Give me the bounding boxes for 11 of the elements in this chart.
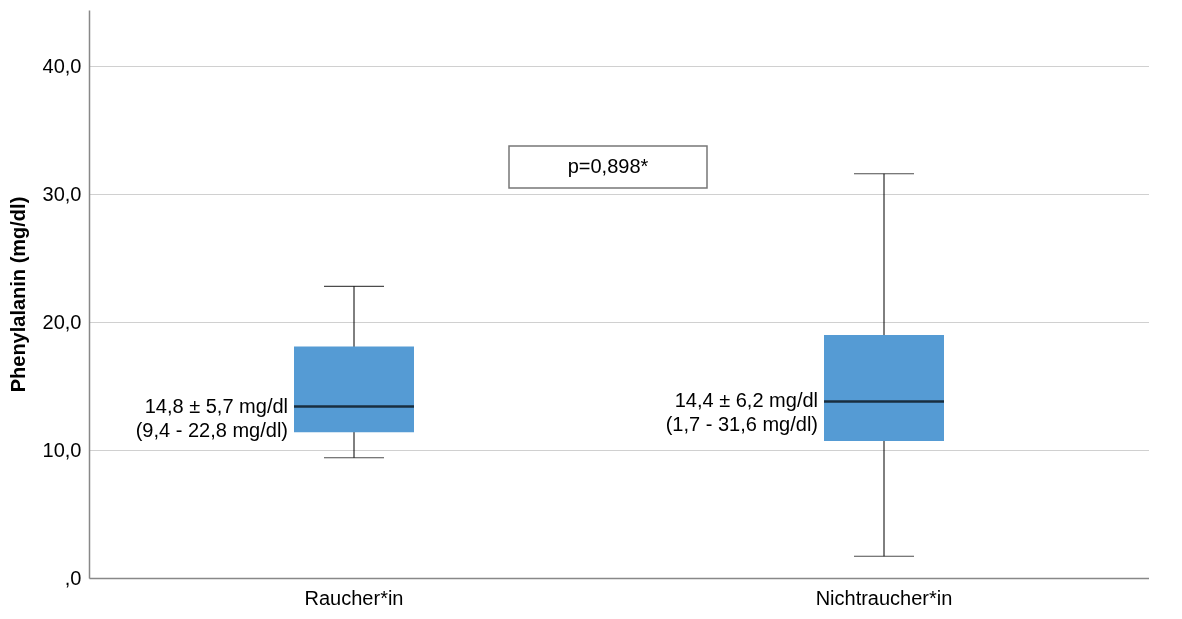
y-tick-label: ,0 — [64, 566, 82, 589]
x-tick-label: Nichtraucher*in — [815, 586, 953, 609]
y-tick-label: 10,0 — [42, 438, 82, 461]
y-tick-label: 30,0 — [42, 182, 82, 205]
y-tick-label: 20,0 — [42, 310, 82, 333]
annotation: 14,8 ± 5,7 mg/dl (9,4 - 22,8 mg/dl) — [135, 394, 288, 441]
annotation: p=0,898* — [567, 155, 649, 177]
annotation: 14,4 ± 6,2 mg/dl (1,7 - 31,6 mg/dl) — [665, 389, 818, 436]
y-tick-label: 40,0 — [42, 54, 82, 77]
y-axis-title: Phenylalanin (mg/dl) — [6, 196, 29, 393]
x-tick-label: Raucher*in — [304, 586, 404, 609]
